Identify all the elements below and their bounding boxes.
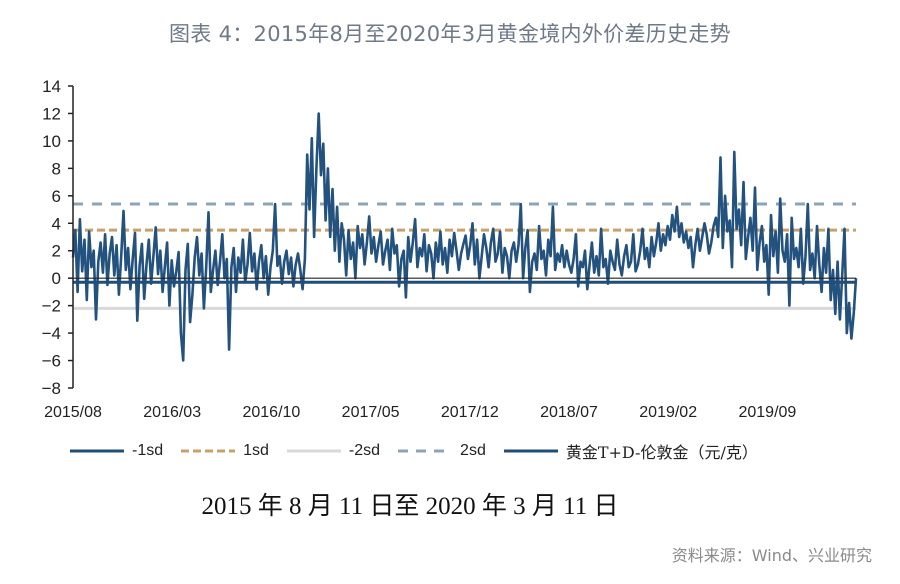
chart-title: 图表 4：2015年8月至2020年3月黄金境内外价差历史走势 [169,22,731,46]
legend-swatch-solid-icon [70,449,124,453]
legend-swatch-solid-icon [503,449,558,453]
x-tick-label: 2017/05 [342,404,400,421]
y-tick-label: 8 [52,159,61,178]
y-tick-label: 14 [42,77,61,96]
legend-swatch-solid-icon [286,449,341,453]
x-tick-label: 2019/09 [738,404,796,421]
series-line [71,112,858,362]
axes: 14 12 10 8 6 4 2 0 −2 −4 −6 −8 2015/08 2016/03 2016/10… [42,77,856,421]
date-range-subtitle: 2015 年 8 月 11 日至 2020 年 3 月 11 日 [201,493,619,520]
x-tick-label: 2017/12 [441,404,499,421]
chart-legend: -1sd 1sd -2sd 2sd 黄金T+D-伦敦金（元/克） [68,438,774,464]
y-tick-label: 4 [52,214,61,233]
legend-label: -2sd [348,442,381,459]
x-tick-label: 2016/03 [143,404,201,421]
y-tick-label: 2 [52,242,61,261]
x-tick-label: 2016/10 [242,404,300,421]
y-tick-label: −2 [42,297,61,316]
price-spread-series [71,112,858,362]
legend-label: 2sd [460,442,486,459]
x-tick-label: 2015/08 [44,404,102,421]
y-tick-label: −6 [42,352,61,371]
legend-item-series: 黄金T+D-伦敦金（元/克） [502,439,758,463]
y-tick-label: 6 [52,187,61,206]
y-tick-label: 10 [42,132,61,151]
y-tick-label: 12 [42,104,61,123]
data-source: 资料来源：Wind、兴业研究 [671,546,872,565]
x-tick-label: 2018/07 [540,404,598,421]
y-tick-label: −8 [42,379,61,398]
line-chart: 14 12 10 8 6 4 2 0 −2 −4 −6 −8 2015/08 2016/03 2016/10… [42,77,858,421]
x-tick-label: 2019/02 [639,404,697,421]
legend-item-minus2sd: -2sd [285,442,380,460]
y-tick-label: 0 [52,269,61,288]
legend-swatch-dashed-icon [181,449,236,453]
legend-label: 黄金T+D-伦敦金（元/克） [565,443,758,462]
legend-item-plus1sd: 1sd [179,442,269,460]
legend-item-minus1sd: -1sd [68,442,163,460]
legend-label: -1sd [132,442,164,459]
y-tick-label: −4 [42,324,61,343]
legend-label: 1sd [243,442,269,459]
legend-swatch-dashed-icon [398,449,453,453]
legend-item-plus2sd: 2sd [396,442,486,460]
